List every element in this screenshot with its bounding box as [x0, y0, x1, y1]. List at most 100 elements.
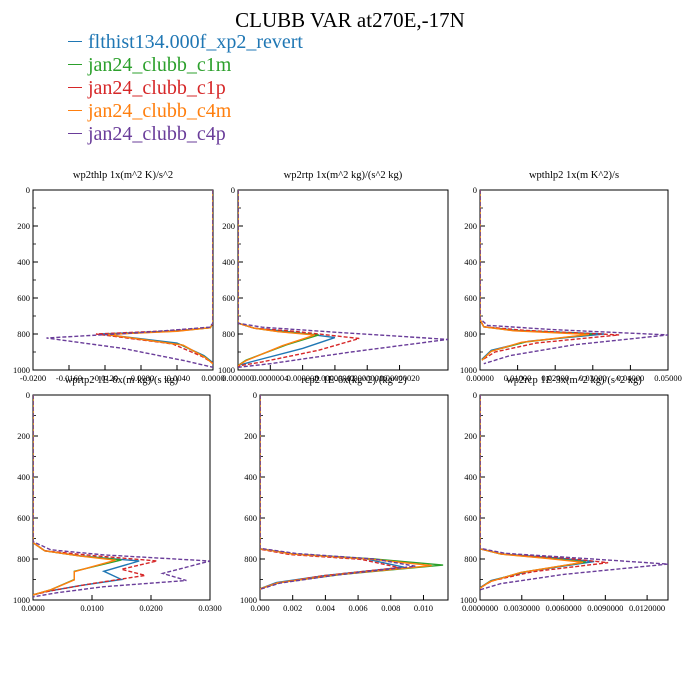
- legend-label: jan24_clubb_c1m: [88, 54, 232, 76]
- x-tick-label: -0.0120: [92, 373, 118, 383]
- series-line: [238, 190, 448, 368]
- y-tick-label: 400: [17, 257, 30, 267]
- legend-item: jan24_clubb_c1m: [68, 54, 303, 77]
- y-tick-label: 600: [244, 513, 257, 523]
- x-tick-label: 0.000000: [222, 373, 254, 383]
- series-line: [46, 190, 213, 368]
- x-tick-label: 0.0000004: [252, 373, 289, 383]
- y-tick-label: 200: [464, 431, 477, 441]
- chart-panel: wp2thlp 1x(m^2 K)/s^202004006008001000-0…: [13, 170, 225, 383]
- x-tick-label: 0.000: [250, 603, 269, 613]
- y-tick-label: 600: [222, 293, 235, 303]
- x-tick-label: 0.02000: [541, 373, 569, 383]
- x-tick-label: 0.0200: [139, 603, 162, 613]
- y-tick-label: 400: [464, 472, 477, 482]
- y-tick-label: 400: [464, 257, 477, 267]
- x-tick-label: 0.00000020: [379, 373, 419, 383]
- y-tick-label: 0: [253, 390, 257, 400]
- x-tick-label: 0.0100: [80, 603, 103, 613]
- x-tick-label: 0.01000: [504, 373, 532, 383]
- y-tick-label: 0: [26, 185, 30, 195]
- x-tick-label: 0.0300: [198, 603, 221, 613]
- chart-title: wp2rcp 1E-3x(m^2 kg)/(s^2 kg): [506, 375, 642, 386]
- y-tick-label: 1000: [460, 595, 477, 605]
- series-line: [33, 395, 116, 596]
- plot-frame: [32, 394, 211, 601]
- x-tick-label: 0.0090000: [587, 603, 623, 613]
- series-line: [95, 190, 213, 364]
- legend-swatch: [68, 109, 82, 111]
- y-tick-label: 200: [244, 431, 257, 441]
- x-tick-label: 0.00000012: [315, 373, 355, 383]
- series-line: [33, 395, 158, 596]
- series-line: [100, 190, 213, 364]
- y-tick-label: 600: [17, 293, 30, 303]
- y-tick-label: 800: [222, 329, 235, 339]
- x-tick-label: 0.0030000: [504, 603, 540, 613]
- legend-label: jan24_clubb_c4p: [88, 123, 226, 145]
- series-line: [480, 190, 593, 361]
- series-line: [480, 395, 595, 589]
- chart-title: wpthlp2 1x(m K^2)/s: [529, 170, 619, 181]
- chart-title: wp2thlp 1x(m^2 K)/s^2: [73, 170, 173, 181]
- legend-swatch: [68, 86, 82, 88]
- plot-frame: [479, 394, 669, 601]
- y-tick-label: 200: [464, 221, 477, 231]
- chart-title: rcp2 1E-6x(kg^2)/(kg^2): [301, 375, 407, 386]
- y-tick-label: 400: [222, 257, 235, 267]
- y-tick-label: 400: [17, 472, 30, 482]
- x-tick-label: 0.04000: [617, 373, 645, 383]
- legend-item: jan24_clubb_c1p: [68, 77, 303, 100]
- legend-label: jan24_clubb_c1p: [88, 77, 226, 99]
- y-tick-label: 800: [464, 554, 477, 564]
- series-line: [480, 190, 668, 365]
- y-tick-label: 400: [244, 472, 257, 482]
- chart-panel: rcp2 1E-6x(kg^2)/(kg^2) 0 200 400 600 800 1000…: [240, 375, 449, 613]
- figure-title: CLUBB VAR at270E,-17N: [235, 8, 465, 32]
- y-tick-label: 600: [464, 513, 477, 523]
- x-tick-label: 0.006: [349, 603, 368, 613]
- y-tick-label: 600: [17, 513, 30, 523]
- y-tick-label: 1000: [13, 365, 30, 375]
- series-line: [33, 395, 140, 596]
- x-tick-label: 0.0060000: [545, 603, 581, 613]
- y-tick-label: 800: [17, 329, 30, 339]
- legend-swatch: [68, 40, 82, 42]
- x-tick-label: 0.004: [316, 603, 336, 613]
- x-tick-label: 0.00000016: [347, 373, 387, 383]
- y-tick-label: 800: [244, 554, 257, 564]
- y-tick-label: 1000: [460, 365, 477, 375]
- x-tick-label: 0.002: [283, 603, 302, 613]
- x-tick-label: -0.0200: [20, 373, 46, 383]
- plot-frame: [479, 189, 669, 371]
- x-tick-label: 0.0120000: [629, 603, 665, 613]
- series-line: [238, 190, 315, 367]
- chart-panel: wprtp2 1E-6x(m kg)/(s kg) 0 200 400 600 800 10…: [13, 375, 222, 613]
- x-tick-label: 0.0000: [201, 373, 224, 383]
- x-tick-label: 0.000008: [287, 373, 319, 383]
- series-line: [238, 190, 360, 367]
- chart-panel: wpthlp2 1x(m K^2)/s 0 200 400 600 800 10000.00…: [460, 170, 682, 383]
- series-line: [260, 395, 416, 590]
- series-line: [33, 395, 122, 596]
- plot-frame: [32, 189, 214, 371]
- x-tick-label: 0.03000: [579, 373, 607, 383]
- chart-panel: wp2rtp 1x(m^2 kg)/(s^2 kg) 0 200 400 600 800 1…: [218, 170, 449, 383]
- x-tick-label: 0.0000: [21, 603, 44, 613]
- series-line: [238, 190, 336, 367]
- x-tick-label: 0.0000000: [462, 603, 498, 613]
- y-tick-label: 800: [17, 554, 30, 564]
- series-line: [480, 190, 590, 361]
- x-tick-label: 0.008: [381, 603, 400, 613]
- y-tick-label: 200: [17, 431, 30, 441]
- y-tick-label: 0: [473, 390, 477, 400]
- legend-swatch: [68, 132, 82, 134]
- legend-item: jan24_clubb_c4p: [68, 123, 303, 146]
- series-line: [33, 395, 210, 598]
- y-tick-label: 0: [26, 390, 30, 400]
- legend-item: jan24_clubb_c4m: [68, 100, 303, 123]
- chart-panel: wp2rcp 1E-3x(m^2 kg)/(s^2 kg) 0 200 400 600 8…: [460, 375, 669, 613]
- legend: flthist134.000f_xp2_revert jan24_clubb_c…: [68, 31, 303, 146]
- y-tick-label: 0: [231, 185, 235, 195]
